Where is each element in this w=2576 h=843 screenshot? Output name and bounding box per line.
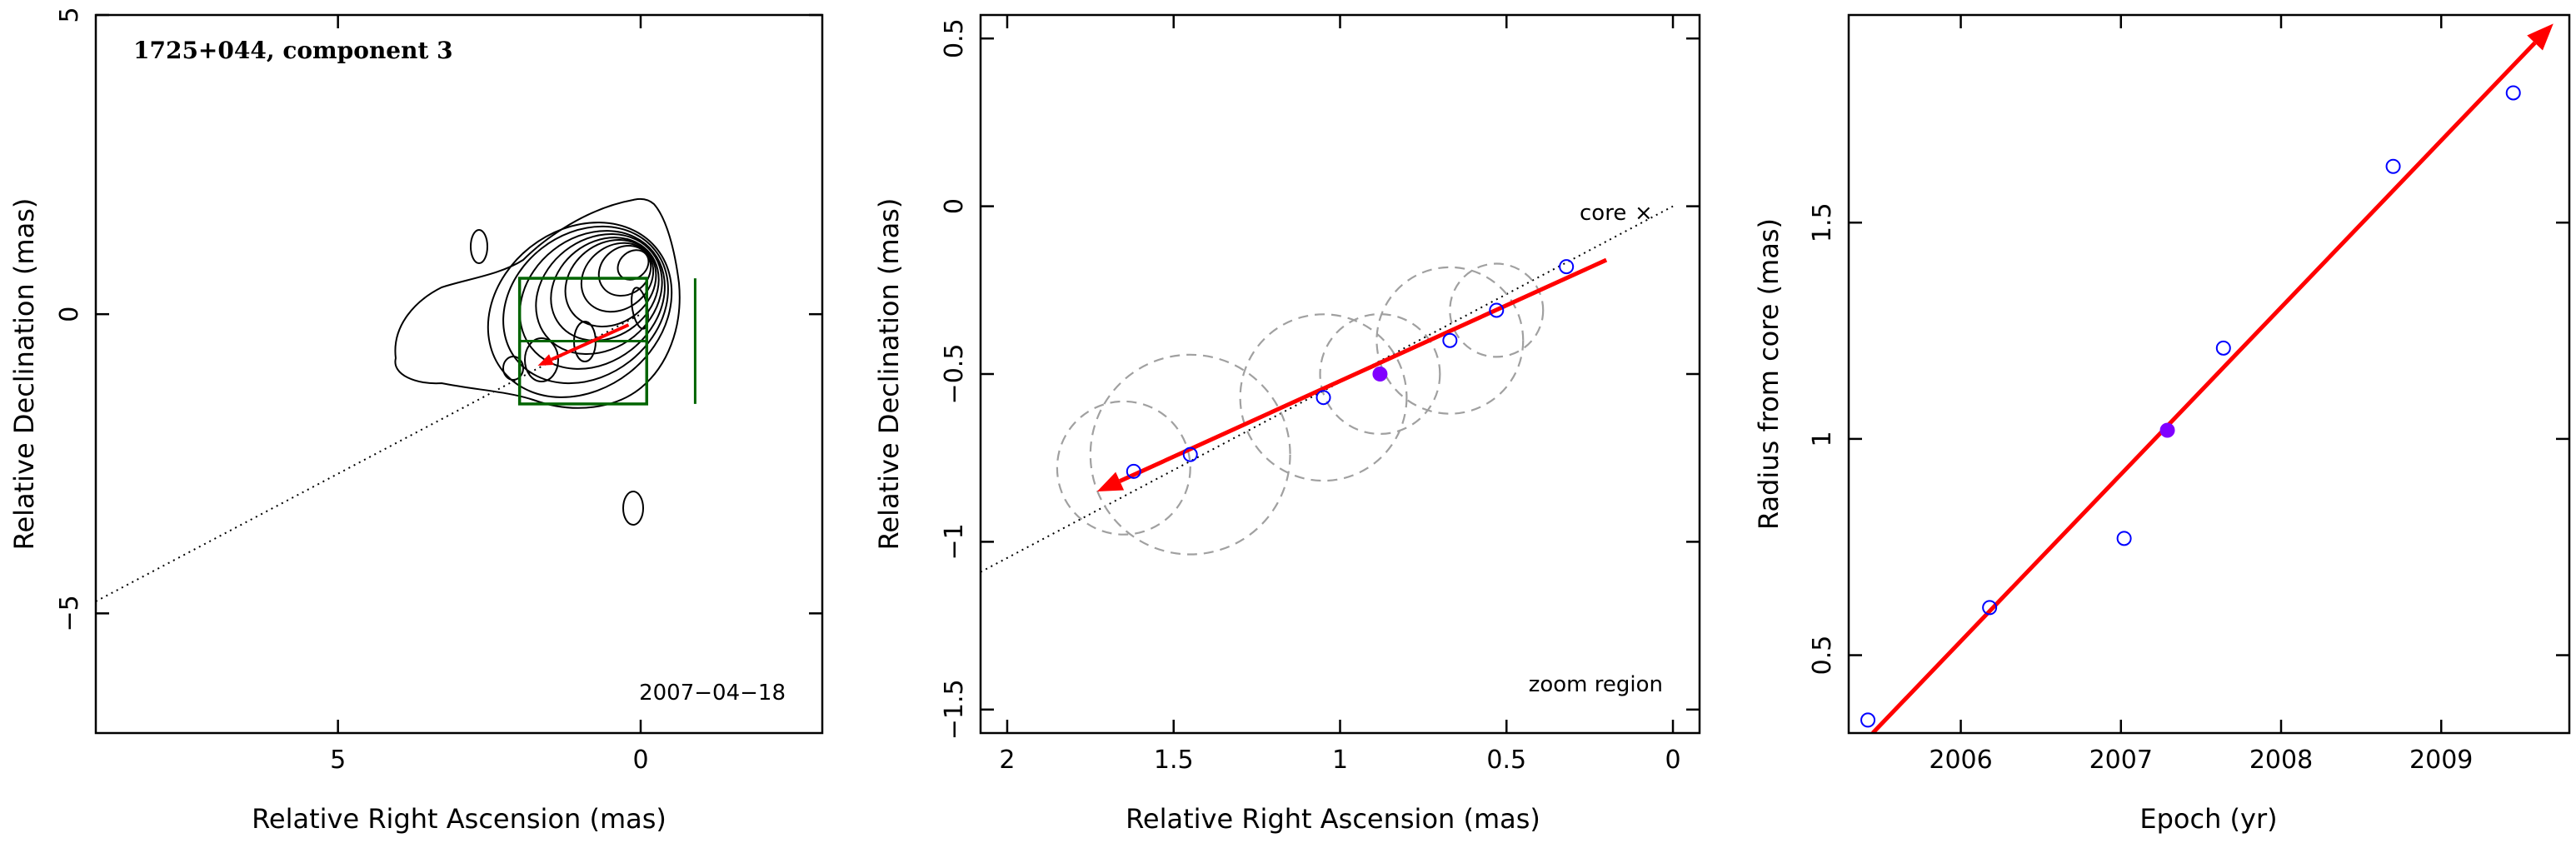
x-tick-label: 0.5 <box>1486 746 1526 775</box>
y-axis-label: Radius from core (mas) <box>1753 218 1785 530</box>
fit-arrow-head <box>2527 23 2554 51</box>
data-point <box>1442 332 1458 348</box>
y-axis-label: Relative Declination (mas) <box>873 198 905 551</box>
data-point <box>1860 712 1876 728</box>
uncertainty-circle <box>1056 400 1191 536</box>
fit-arrow-shaft <box>1871 41 2537 733</box>
contour-island <box>622 491 644 526</box>
uncertainty-circle <box>1375 266 1525 415</box>
zoom-region-label: zoom region <box>1529 672 1663 697</box>
motion-arrow-shaft <box>551 323 630 362</box>
radius-epoch-panel: 2006 2007 2008 2009 0.5 1 1.5 Epoch (yr) Radiu… <box>1753 13 2571 835</box>
y-tick-label: 0.5 <box>940 18 969 58</box>
y-tick-label: 1 <box>1808 431 1837 446</box>
x-tick-label: 1.5 <box>1154 746 1194 775</box>
core-marker: × <box>1635 201 1653 226</box>
y-tick-label: −0.5 <box>940 344 969 405</box>
data-point <box>1315 390 1331 406</box>
y-tick-label: 0 <box>55 307 84 322</box>
uncertainty-circle <box>1089 353 1291 556</box>
x-tick-label: 0 <box>1665 746 1680 775</box>
contour-outer-jet <box>394 197 681 409</box>
y-axis-label: Relative Declination (mas) <box>8 198 40 551</box>
y-tick-label: 0 <box>940 198 969 214</box>
x-axis-label: Relative Right Ascension (mas) <box>252 803 666 835</box>
contour-level <box>564 238 657 328</box>
y-tick-label: 5 <box>55 7 84 22</box>
data-point <box>1489 302 1505 318</box>
contour-level <box>487 222 673 398</box>
x-tick-label: 2009 <box>2409 746 2473 775</box>
uncertainty-circle <box>1319 312 1441 436</box>
contour-level <box>617 249 650 281</box>
contour-level <box>535 232 663 356</box>
motion-arrow-head <box>1096 471 1125 491</box>
data-point <box>2385 158 2401 174</box>
observation-date: 2007−04−18 <box>639 681 786 706</box>
x-tick-label: 2006 <box>1929 746 1992 775</box>
contour-level <box>502 225 669 385</box>
x-tick-label: 2 <box>999 746 1015 775</box>
data-point <box>1559 259 1575 275</box>
contour-lines <box>394 197 681 526</box>
core-label: core <box>1580 201 1626 226</box>
data-point <box>2116 531 2132 546</box>
data-point-current <box>2159 422 2175 438</box>
motion-arrow-shaft <box>1119 257 1608 483</box>
data-point <box>1182 446 1198 462</box>
plot-frame <box>94 13 824 735</box>
contour-level <box>519 230 666 370</box>
contour-map-panel: 5 050−5 1725+044, component 3 2007−04−18 … <box>8 7 824 835</box>
uncertainty-circle <box>1239 313 1408 482</box>
x-axis-label: Epoch (yr) <box>2139 803 2277 835</box>
x-tick-label: 2007 <box>2089 746 2153 775</box>
contour-island <box>470 229 488 264</box>
y-tick-label: 0.5 <box>1808 636 1837 676</box>
data-point <box>1982 600 1998 616</box>
uncertainty-circle <box>1449 262 1545 358</box>
y-tick-label: −1 <box>940 523 969 560</box>
contour-level <box>550 237 660 342</box>
plot-frame <box>979 13 1701 735</box>
x-tick-label: 2008 <box>2249 746 2313 775</box>
panel-title: 1725+044, component 3 <box>133 37 453 64</box>
x-axis-label: Relative Right Ascension (mas) <box>1126 803 1540 835</box>
y-tick-label: −5 <box>55 595 84 631</box>
x-tick-label: 5 <box>330 746 346 775</box>
plot-frame <box>1847 13 2571 735</box>
x-tick-label: 1 <box>1332 746 1348 775</box>
y-tick-label: −1.5 <box>940 679 969 740</box>
contour-inner-component <box>502 356 524 381</box>
data-point-current <box>1372 367 1388 382</box>
contour-inner-component <box>524 337 559 382</box>
data-point <box>2505 85 2521 101</box>
data-point <box>1126 463 1141 479</box>
x-tick-label: 0 <box>632 746 648 775</box>
y-tick-label: 1.5 <box>1808 202 1837 242</box>
data-point <box>2215 340 2231 356</box>
motion-arrow-head <box>537 354 554 366</box>
zoom-region-panel: 2 1.5 1 0.5 0 0.5 0 −0.5 −1 −1.5 core × zoom regi… <box>873 13 1701 835</box>
contour-level <box>597 245 652 297</box>
